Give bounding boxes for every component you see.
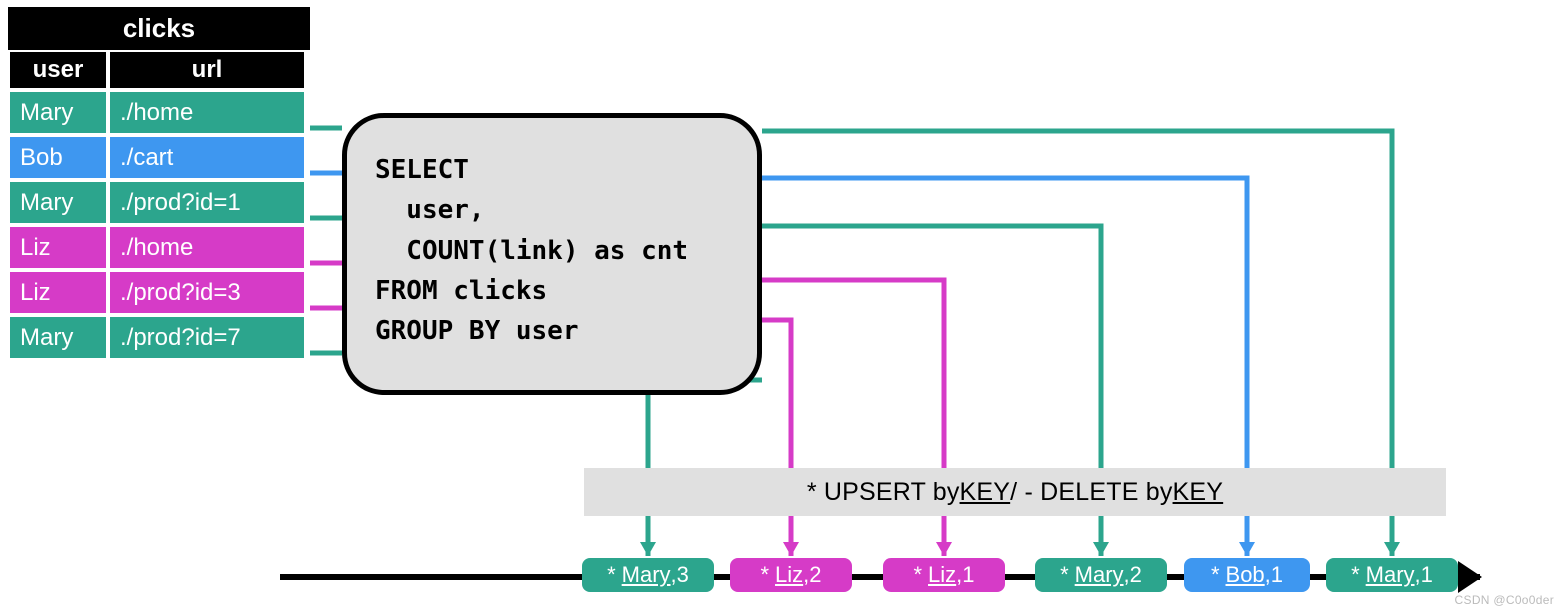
cell-url: ./prod?id=7 bbox=[108, 315, 306, 360]
banner-key1: KEY bbox=[960, 478, 1011, 507]
table-row: Mary./prod?id=1 bbox=[8, 180, 310, 225]
cell-user: Bob bbox=[8, 135, 108, 180]
cell-user: Mary bbox=[8, 315, 108, 360]
clicks-table: clicks user url Mary./homeBob./cartMary.… bbox=[8, 7, 310, 360]
timeline: *Mary,3 *Liz,2 *Liz,1 *Mary,2 *Bob,1 *Mary,1 bbox=[280, 556, 1480, 594]
sql-query-box: SELECT user, COUNT(link) as cnt FROM cli… bbox=[342, 113, 762, 395]
result-pill: *Mary,3 bbox=[582, 558, 714, 592]
cell-url: ./home bbox=[108, 90, 306, 135]
table-body: Mary./homeBob./cartMary./prod?id=1Liz./h… bbox=[8, 90, 310, 360]
table-row: Mary./prod?id=7 bbox=[8, 315, 310, 360]
table-title: clicks bbox=[8, 7, 310, 50]
upsert-banner: * UPSERT by KEY / - DELETE by KEY bbox=[584, 468, 1446, 516]
result-pill: *Mary,2 bbox=[1035, 558, 1167, 592]
cell-user: Liz bbox=[8, 270, 108, 315]
banner-prefix: * UPSERT by bbox=[807, 478, 960, 507]
cell-url: ./cart bbox=[108, 135, 306, 180]
result-pill: *Bob,1 bbox=[1184, 558, 1310, 592]
banner-mid: / - DELETE by bbox=[1010, 478, 1172, 507]
cell-url: ./prod?id=1 bbox=[108, 180, 306, 225]
table-row: Mary./home bbox=[8, 90, 310, 135]
banner-key2: KEY bbox=[1173, 478, 1224, 507]
table-row: Liz./prod?id=3 bbox=[8, 270, 310, 315]
cell-user: Mary bbox=[8, 180, 108, 225]
result-pill: *Mary,1 bbox=[1326, 558, 1458, 592]
diagram-root: { "colors": { "mary": "#2ca58d", "bob": … bbox=[0, 0, 1562, 611]
watermark: CSDN @C0o0der bbox=[1455, 593, 1554, 607]
result-pill: *Liz,2 bbox=[730, 558, 852, 592]
result-pill: *Liz,1 bbox=[883, 558, 1005, 592]
cell-url: ./home bbox=[108, 225, 306, 270]
table-row: Bob./cart bbox=[8, 135, 310, 180]
table-header-row: user url bbox=[8, 50, 310, 90]
cell-url: ./prod?id=3 bbox=[108, 270, 306, 315]
cell-user: Liz bbox=[8, 225, 108, 270]
col-header-url: url bbox=[108, 50, 306, 90]
pill-row: *Mary,3 *Liz,2 *Liz,1 *Mary,2 *Bob,1 *Mary,1 bbox=[280, 556, 1480, 594]
cell-user: Mary bbox=[8, 90, 108, 135]
table-row: Liz./home bbox=[8, 225, 310, 270]
col-header-user: user bbox=[8, 50, 108, 90]
